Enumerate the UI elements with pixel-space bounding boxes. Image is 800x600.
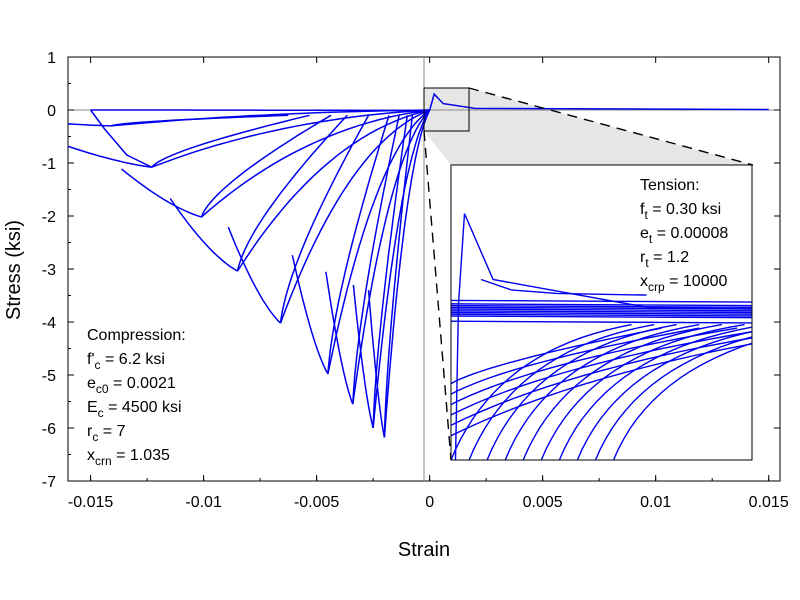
reload-curve — [279, 114, 370, 324]
reload-branch — [612, 342, 752, 460]
x-tick-label: -0.005 — [294, 494, 339, 511]
tension-trace — [451, 299, 752, 303]
zoom-connector-bottom — [423, 130, 452, 461]
softening-curve — [227, 226, 282, 324]
unload-curve — [236, 109, 430, 272]
inset-frame — [450, 164, 753, 461]
tension-branch — [480, 278, 647, 296]
x-axis-ticks: -0.015 -0.01 -0.005 0 0.005 0.01 0.015 — [68, 57, 789, 511]
unload-branch — [451, 327, 738, 406]
softening-curve — [291, 255, 329, 375]
compression-param-1: ec0 = 0.0021 — [87, 375, 176, 396]
compression-param-3: rc = 7 — [87, 423, 126, 444]
x-tick-label: 0.005 — [523, 494, 563, 511]
x-tick-label: -0.01 — [185, 494, 222, 511]
compression-title: Compression: — [87, 327, 186, 344]
hysteresis-curves — [68, 92, 769, 438]
zoom-connector-top — [468, 87, 754, 166]
softening-curve — [352, 284, 374, 429]
tension-param-2: rt = 1.2 — [640, 249, 689, 270]
y-tick-label: -1 — [42, 156, 56, 173]
x-tick-label: 0.015 — [749, 494, 789, 511]
y-axis-title: Stress (ksi) — [3, 220, 25, 320]
compression-param-0: f'c = 6.2 ksi — [87, 351, 165, 372]
unload-curve — [279, 109, 430, 324]
tension-trace — [451, 304, 752, 308]
tension-parameters: Tension: ft = 0.30 ksi et = 0.00008 rt = 1… — [640, 177, 728, 294]
tension-trace — [451, 320, 752, 324]
tension-trace — [451, 308, 752, 312]
unload-curve — [383, 109, 431, 438]
tension-trace — [451, 315, 752, 319]
unload-branch — [451, 327, 700, 395]
reload-curve — [200, 114, 332, 218]
tension-peak-curve — [454, 213, 752, 460]
compression-param-2: Ec = 4500 ksi — [87, 399, 182, 420]
reload-branch — [468, 323, 655, 460]
tension-trace — [451, 310, 752, 314]
x-tick-label: 0.01 — [640, 494, 671, 511]
tension-trace — [451, 311, 752, 315]
tension-param-0: ft = 0.30 ksi — [640, 201, 721, 222]
reload-curve — [327, 115, 390, 374]
reload-branch — [594, 336, 752, 460]
reload-curve — [236, 114, 348, 272]
softening-curve — [367, 290, 386, 438]
y-tick-label: -5 — [42, 368, 56, 385]
unload-curve — [372, 109, 431, 429]
cycle-curve — [90, 109, 421, 112]
tension-trace — [451, 306, 752, 310]
tension-title: Tension: — [640, 177, 700, 194]
unload-branch — [451, 327, 662, 385]
tension-curve — [428, 92, 769, 111]
y-tick-label: 0 — [47, 103, 56, 120]
softening-curve — [121, 168, 202, 218]
reload-branch — [522, 323, 723, 460]
reload-curve — [383, 115, 414, 438]
reload-branch — [451, 323, 632, 460]
unload-curve — [110, 109, 430, 127]
compression-param-4: xcrn = 1.035 — [87, 447, 170, 468]
reload-branch — [576, 330, 752, 460]
y-tick-label: -6 — [42, 421, 56, 438]
unload-branch — [451, 331, 752, 416]
reload-branch — [504, 323, 700, 460]
y-tick-label: -2 — [42, 209, 56, 226]
tension-param-3: xcrp = 10000 — [640, 273, 728, 294]
compression-parameters: Compression: f'c = 6.2 ksi ec0 = 0.0021 Ec… — [87, 327, 186, 468]
reload-curve — [110, 114, 289, 127]
unload-curve — [151, 109, 430, 168]
y-axis-ticks: 1 0 -1 -2 -3 -4 -5 -6 -7 — [42, 50, 780, 491]
x-tick-label: 0 — [425, 494, 434, 511]
reload-curve — [352, 115, 400, 405]
tension-trace — [451, 303, 752, 307]
x-tick-label: -0.015 — [68, 494, 113, 511]
tension-trace — [451, 313, 752, 317]
y-tick-label: -3 — [42, 262, 56, 279]
softening-curve — [169, 198, 238, 272]
unload-branch — [451, 343, 752, 437]
compression-envelope — [89, 109, 152, 168]
softening-curve — [325, 271, 354, 405]
inset-hysteresis-curves — [451, 213, 752, 460]
reload-branch — [486, 323, 677, 460]
softening-curve — [68, 145, 152, 168]
tension-param-1: et = 0.00008 — [640, 225, 728, 246]
y-tick-label: -4 — [42, 315, 56, 332]
reload-curve — [151, 114, 310, 168]
unload-branch — [451, 337, 752, 426]
reload-curve — [372, 115, 409, 429]
y-tick-label: -7 — [42, 474, 56, 491]
x-axis-title: Strain — [398, 539, 450, 561]
zoom-callout-shade — [424, 88, 753, 165]
zoom-box — [423, 87, 470, 132]
softening-curve — [68, 123, 111, 127]
y-tick-label: 1 — [47, 50, 56, 67]
unload-curve — [352, 109, 431, 405]
